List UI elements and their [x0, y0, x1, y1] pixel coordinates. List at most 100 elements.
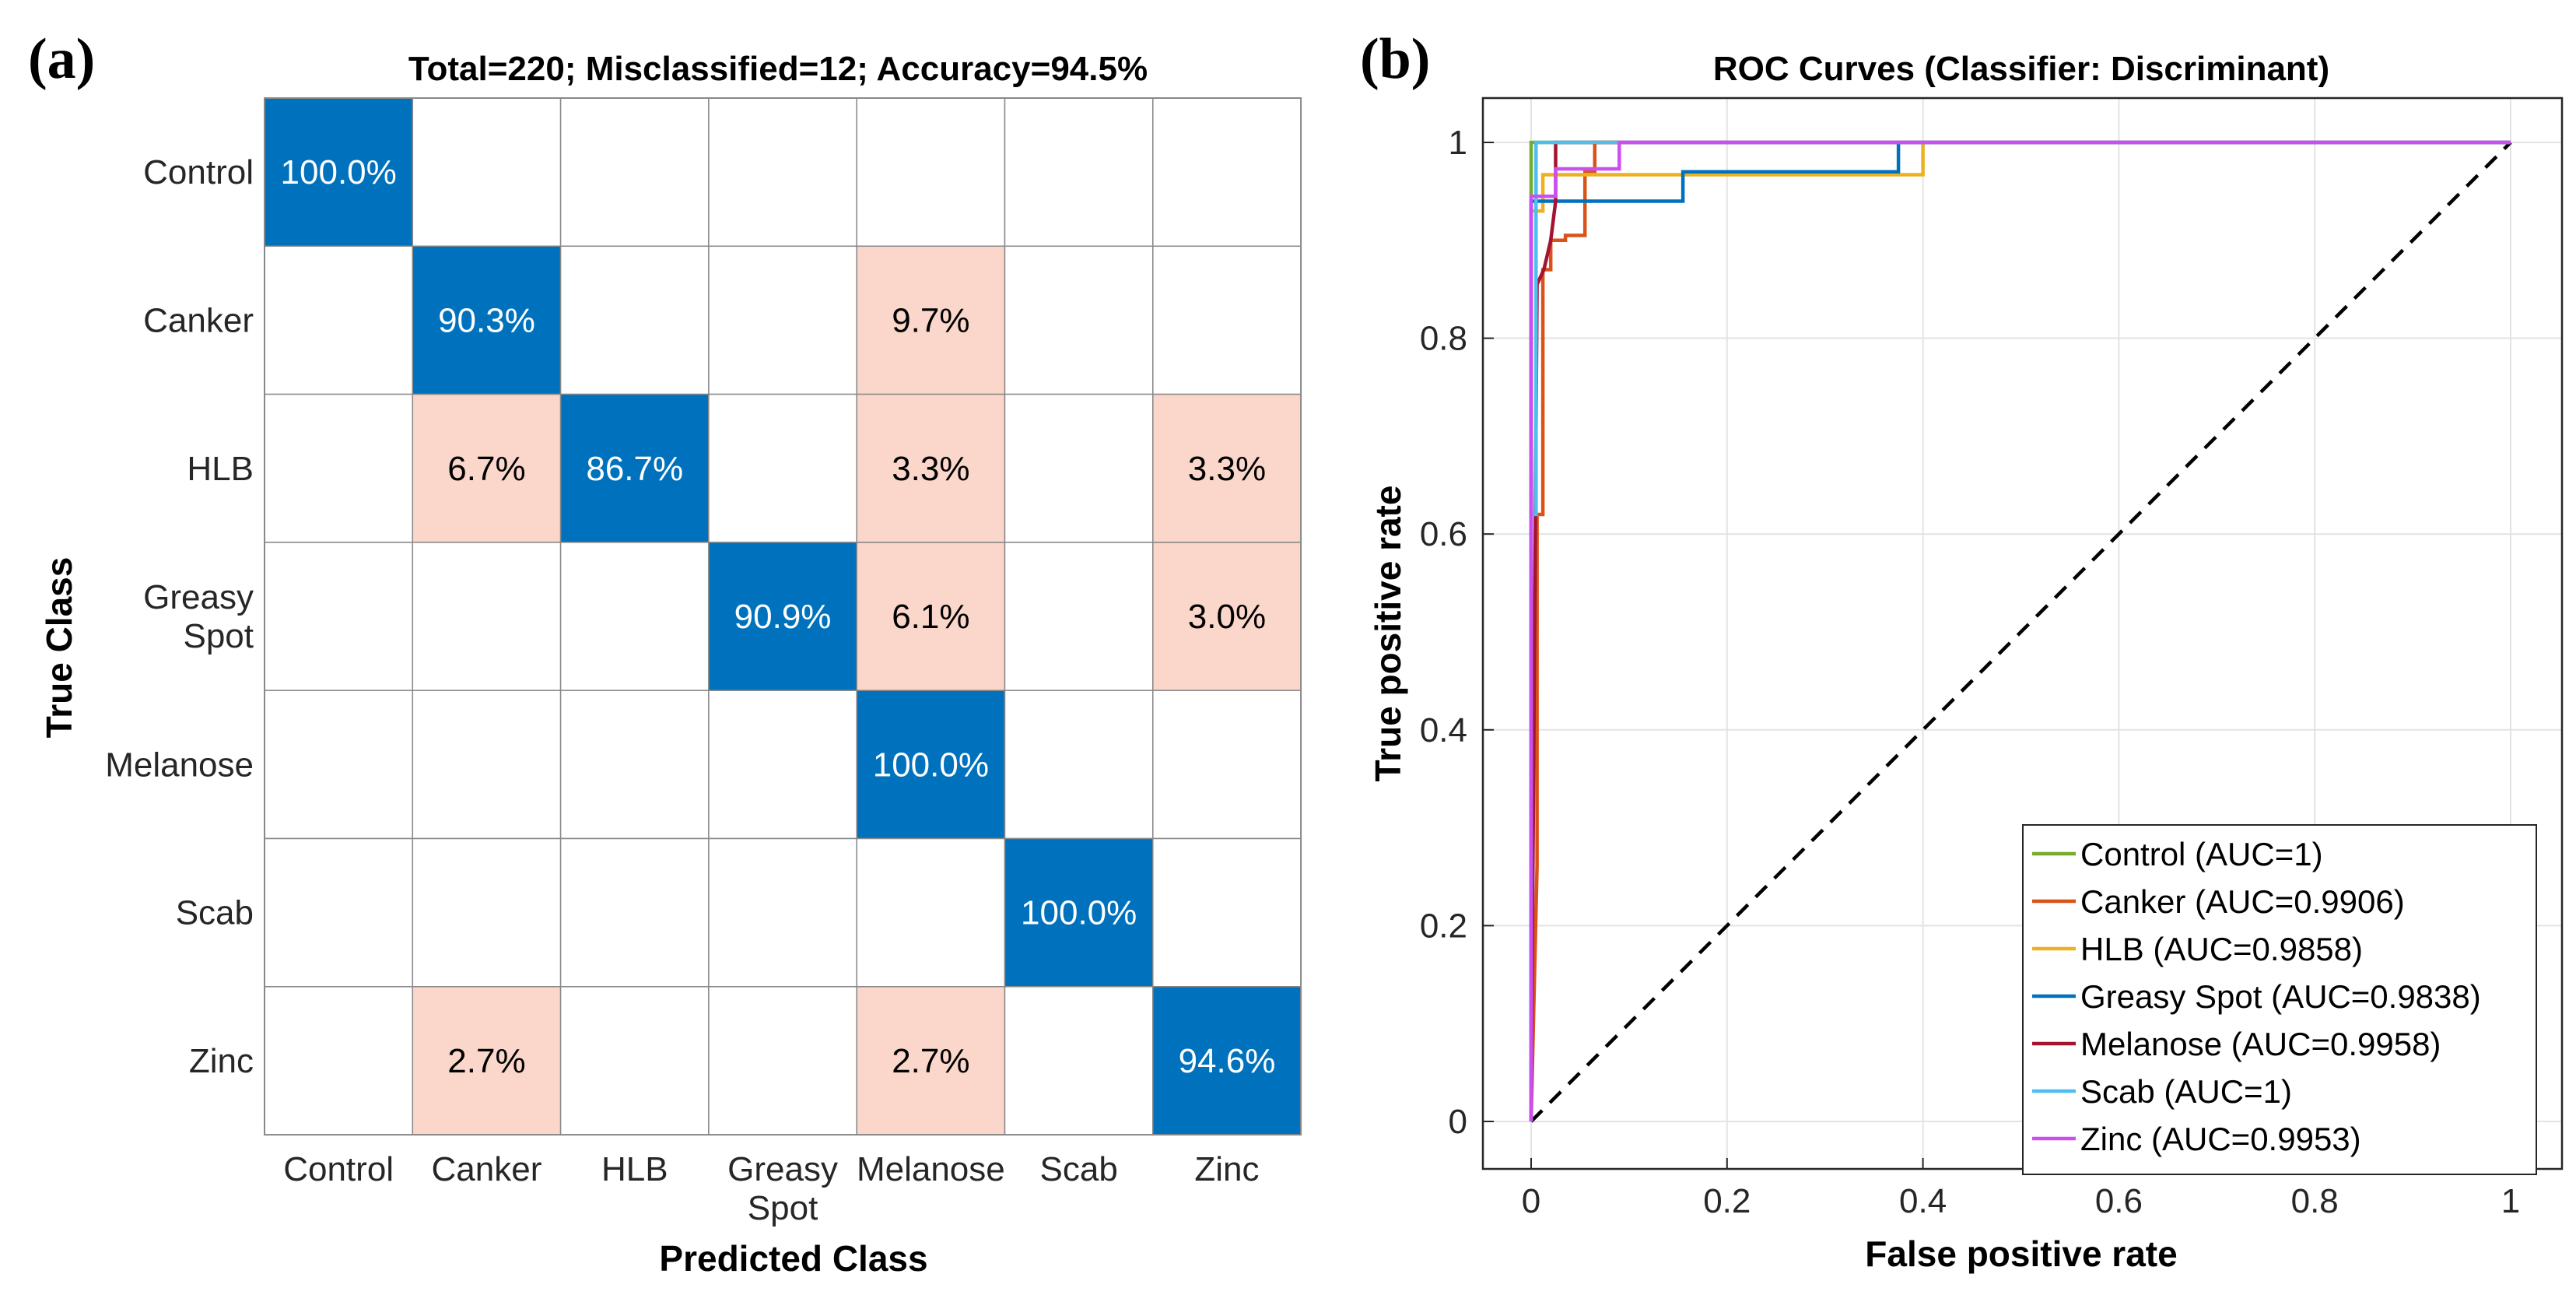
matrix-cell	[708, 393, 857, 543]
y-tick-label: 0.4	[1420, 711, 1467, 749]
matrix-cell	[412, 245, 562, 395]
column-label: Canker	[432, 1150, 542, 1188]
roc-curves-panel: (b) ROC Curves (Classifier: Discriminant…	[1360, 27, 2564, 1274]
row-label: HLB	[187, 450, 254, 488]
matrix-cell	[264, 97, 414, 247]
matrix-cell	[264, 690, 414, 840]
matrix-cell-value: 100.0%	[281, 153, 397, 191]
predicted-class-axis-label: Predicted Class	[659, 1238, 927, 1279]
matrix-cell	[856, 245, 1006, 395]
matrix-cell	[856, 393, 1006, 543]
legend-entry: HLB (AUC=0.9858)	[2080, 931, 2363, 967]
matrix-cell	[708, 542, 857, 691]
x-tick-label: 1	[2501, 1182, 2520, 1220]
confusion-matrix-panel: (a) Total=220; Misclassified=12; Accurac…	[28, 27, 1302, 1279]
y-tick-label: 0	[1449, 1103, 1467, 1141]
legend-entry: Zinc (AUC=0.9953)	[2080, 1121, 2361, 1157]
roc-series-line	[1529, 140, 2511, 1121]
legend-entry: Melanose (AUC=0.9958)	[2080, 1026, 2441, 1062]
matrix-cell	[559, 393, 710, 543]
column-label: Greasy Spot	[727, 1150, 838, 1227]
matrix-cell	[264, 245, 414, 395]
matrix-cell-value: 100.0%	[1021, 894, 1137, 932]
matrix-cell-value: 2.7%	[892, 1042, 969, 1080]
roc-series-line	[1529, 140, 2511, 1122]
matrix-cell	[264, 542, 414, 691]
matrix-cell	[708, 837, 857, 988]
confusion-matrix-grid: 100.0% 90.3% 9.7% 6.7% 86.7% 3.3% 3.3% 90.9% 6.1…	[105, 97, 1302, 1227]
matrix-cell	[1152, 97, 1302, 247]
y-tick-label: 0.6	[1420, 515, 1467, 553]
roc-series-line	[1529, 140, 2511, 1121]
matrix-cell	[559, 837, 710, 988]
legend-box	[2022, 824, 2537, 1175]
matrix-cell	[559, 542, 710, 691]
matrix-cell	[1004, 542, 1154, 691]
matrix-cell	[412, 393, 562, 543]
row-label: Melanose	[105, 746, 254, 784]
matrix-cell-value: 9.7%	[892, 301, 969, 339]
matrix-cell	[412, 986, 562, 1135]
roc-series-lines	[1529, 140, 2511, 1122]
matrix-cell	[1004, 986, 1154, 1135]
y-tick-label: 0.8	[1420, 320, 1467, 358]
matrix-cell-value: 3.0%	[1188, 598, 1266, 636]
column-label: Zinc	[1194, 1150, 1259, 1188]
x-tick-label: 0.2	[1703, 1182, 1751, 1220]
confusion-matrix-title: Total=220; Misclassified=12; Accuracy=94…	[408, 50, 1148, 88]
matrix-cell-value: 6.7%	[447, 450, 525, 488]
row-label: Canker	[143, 301, 254, 339]
matrix-cell	[1004, 245, 1154, 395]
matrix-cell	[412, 837, 562, 988]
matrix-cell-value: 3.3%	[1188, 450, 1266, 488]
legend-entry: Control (AUC=1)	[2080, 836, 2323, 872]
legend-entry: Canker (AUC=0.9906)	[2080, 883, 2405, 920]
roc-title: ROC Curves (Classifier: Discriminant)	[1713, 50, 2329, 88]
row-label: Scab	[176, 894, 254, 932]
matrix-cell	[559, 690, 710, 840]
matrix-cell	[264, 393, 414, 543]
matrix-cell	[856, 837, 1006, 988]
matrix-cell	[708, 690, 857, 840]
legend-entry: Scab (AUC=1)	[2080, 1073, 2292, 1110]
matrix-cell	[412, 690, 562, 840]
matrix-cell-value: 100.0%	[873, 746, 989, 784]
matrix-cell-value: 86.7%	[586, 450, 683, 488]
row-label: Zinc	[189, 1042, 254, 1080]
y-tick-label: 0.2	[1420, 907, 1467, 945]
matrix-cell	[708, 986, 857, 1135]
false-positive-rate-axis-label: False positive rate	[1865, 1234, 2177, 1274]
roc-series-line	[1529, 140, 2511, 1121]
roc-tick-labels: 0 0.2 0.4 0.6 0.8 1 0 0.2 0.4 0.6 0.8 1	[1420, 124, 2520, 1220]
matrix-cell	[1152, 245, 1302, 395]
matrix-cell	[856, 986, 1006, 1135]
column-label: HLB	[601, 1150, 668, 1188]
legend-entry: Greasy Spot (AUC=0.9838)	[2080, 978, 2481, 1015]
matrix-cell	[1004, 837, 1154, 988]
true-class-axis-label: True Class	[39, 557, 79, 739]
matrix-cell	[1004, 393, 1154, 543]
roc-legend: Control (AUC=1) Canker (AUC=0.9906) HLB (A…	[2022, 824, 2537, 1175]
panel-a-label: (a)	[28, 27, 95, 91]
column-label: Melanose	[857, 1150, 1005, 1188]
x-tick-label: 0	[1522, 1182, 1540, 1220]
matrix-cell	[1152, 542, 1302, 691]
matrix-cell	[559, 97, 710, 247]
matrix-cell	[559, 986, 710, 1135]
true-positive-rate-axis-label: True positive rate	[1368, 486, 1408, 782]
row-label: Control	[143, 153, 254, 191]
matrix-cell-value: 94.6%	[1179, 1042, 1276, 1080]
matrix-cell	[264, 986, 414, 1135]
x-tick-label: 0.6	[2095, 1182, 2143, 1220]
matrix-cell	[708, 245, 857, 395]
matrix-cell	[856, 97, 1006, 247]
matrix-cell	[264, 837, 414, 988]
row-label: Greasy Spot	[143, 578, 254, 655]
panel-b-label: (b)	[1360, 27, 1430, 91]
matrix-cell	[1152, 690, 1302, 840]
matrix-cell-value: 3.3%	[892, 450, 969, 488]
matrix-cell	[1004, 97, 1154, 247]
matrix-cell	[412, 97, 562, 247]
matrix-cell	[1152, 837, 1302, 988]
